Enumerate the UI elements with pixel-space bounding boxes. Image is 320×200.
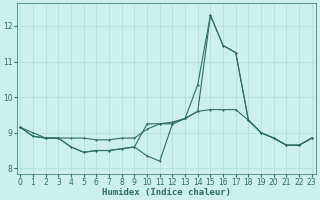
X-axis label: Humidex (Indice chaleur): Humidex (Indice chaleur) (101, 188, 231, 197)
